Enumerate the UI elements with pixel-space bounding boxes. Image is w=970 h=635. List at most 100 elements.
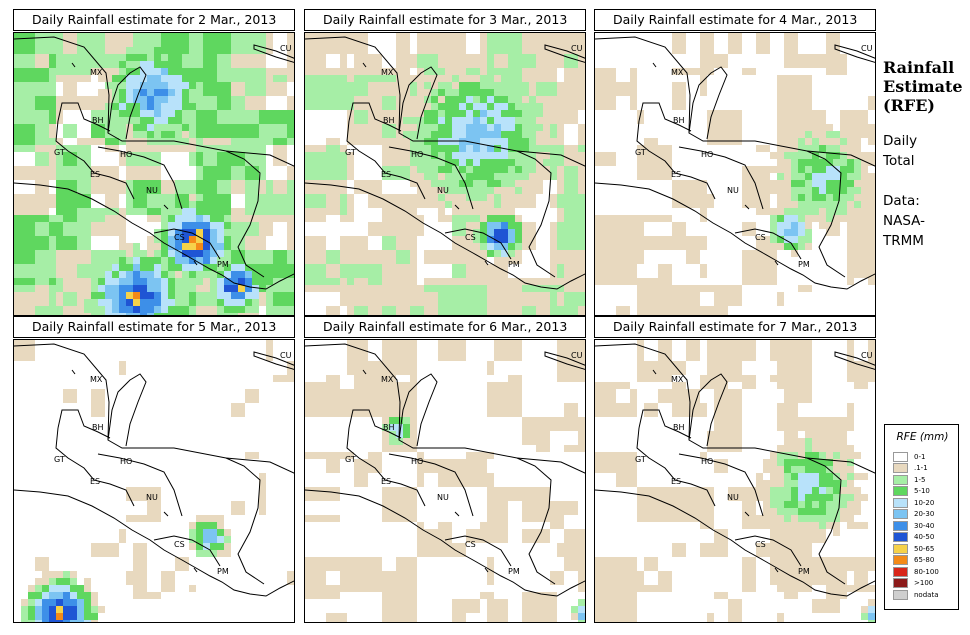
country-label: GT (54, 148, 65, 157)
legend-label: 65-80 (914, 556, 935, 564)
legend-item: nodata (893, 589, 939, 600)
side-title-line: (RFE) (883, 96, 935, 115)
legend-swatch (893, 520, 908, 531)
rainfall-map: MX CU BH GT HO ES NU CS PM (13, 32, 295, 316)
source-line: TRMM (883, 233, 924, 249)
rainfall-grid (305, 340, 585, 622)
legend-swatch (893, 578, 908, 588)
panel-title: Daily Rainfall estimate for 3 Mar., 2013 (304, 9, 586, 31)
country-label: ES (90, 477, 100, 486)
rainfall-map: MX CU BH GT HO ES NU CS PM (13, 339, 295, 623)
legend-label: 20-30 (914, 510, 935, 518)
legend-label: 0-1 (914, 452, 926, 461)
legend-item: 65-80 (893, 555, 934, 566)
country-label: ES (381, 477, 391, 486)
country-label: ES (671, 170, 681, 179)
legend-label: 40-50 (914, 533, 935, 541)
map-panel: Daily Rainfall estimate for 3 Mar., 2013… (304, 9, 586, 316)
country-label: CU (571, 44, 583, 53)
country-label: PM (508, 567, 520, 576)
legend-label: 5-10 (914, 487, 930, 495)
rainfall-map: MX CU BH GT HO ES NU CS PM (594, 339, 876, 623)
country-label: CS (465, 540, 476, 549)
rainfall-map: MX CU BH GT HO ES NU CS PM (304, 32, 586, 316)
legend-item: 0-1 (893, 451, 925, 462)
country-label: GT (635, 455, 646, 464)
map-panel: Daily Rainfall estimate for 2 Mar., 2013… (13, 9, 295, 316)
country-label: ES (381, 170, 391, 179)
legend-label: 30-40 (914, 521, 935, 530)
legend-swatch (893, 486, 908, 496)
legend-label: 50-65 (914, 544, 935, 553)
source-line: Data: (883, 193, 920, 209)
legend-item: >100 (893, 578, 933, 589)
rainfall-grid (14, 33, 294, 315)
panel-title: Daily Rainfall estimate for 6 Mar., 2013 (304, 316, 586, 338)
legend-swatch (893, 463, 908, 473)
legend-label: 1-5 (914, 475, 926, 484)
country-borders (595, 343, 875, 597)
map-panel: Daily Rainfall estimate for 6 Mar., 2013… (304, 316, 586, 623)
country-label: ES (671, 477, 681, 486)
country-label: MX (671, 375, 684, 384)
country-label: BH (383, 116, 395, 125)
country-label: PM (217, 567, 229, 576)
legend: RFE (mm) 0-1 .1-1 1-5 5-10 10-20 20-30 30-40 40… (884, 424, 959, 610)
country-label: NU (727, 186, 739, 195)
legend-title: RFE (mm) (896, 431, 949, 443)
country-label: NU (437, 186, 449, 195)
country-label: CU (280, 351, 292, 360)
map-panel: Daily Rainfall estimate for 7 Mar., 2013… (594, 316, 876, 623)
country-label: CS (755, 540, 766, 549)
country-label: CU (280, 44, 292, 53)
country-label: PM (217, 260, 229, 269)
rainfall-map-graphic: MX CU BH GT HO ES NU CS PM (595, 33, 875, 315)
country-borders (14, 36, 294, 290)
rainfall-map-graphic: MX CU BH GT HO ES NU CS PM (305, 33, 585, 315)
country-label: MX (90, 68, 103, 77)
legend-item: 10-20 (893, 497, 934, 508)
legend-item: 30-40 (893, 520, 934, 531)
panel-title: Daily Rainfall estimate for 5 Mar., 2013 (13, 316, 295, 338)
country-label: CS (174, 233, 185, 242)
country-label: CU (861, 351, 873, 360)
legend-label: nodata (914, 590, 939, 599)
country-label: MX (671, 68, 684, 77)
legend-swatch (893, 543, 908, 554)
country-label: CS (174, 540, 185, 549)
legend-label: >100 (914, 579, 934, 587)
legend-item: 20-30 (893, 509, 934, 520)
country-label: BH (673, 116, 685, 125)
period-text: Daily Total (883, 131, 968, 171)
country-label: CU (861, 44, 873, 53)
legend-item: 50-65 (893, 543, 934, 554)
country-label: GT (635, 148, 646, 157)
country-label: PM (798, 260, 810, 269)
country-label: BH (383, 423, 395, 432)
legend-label: 80-100 (914, 567, 939, 576)
legend-swatch (893, 474, 908, 485)
country-label: GT (54, 455, 65, 464)
legend-swatch (893, 589, 908, 600)
country-label: HO (411, 457, 423, 466)
legend-swatch (893, 566, 908, 577)
country-label: HO (701, 150, 713, 159)
country-label: HO (701, 457, 713, 466)
period-line: Total (883, 153, 915, 169)
country-label: BH (92, 423, 104, 432)
legend-item: 5-10 (893, 486, 930, 497)
country-label: HO (120, 150, 132, 159)
legend-label: 10-20 (914, 498, 935, 507)
rainfall-map: MX CU BH GT HO ES NU CS PM (594, 32, 876, 316)
country-label: ES (90, 170, 100, 179)
legend-item: 1-5 (893, 474, 925, 485)
period-line: Daily (883, 133, 918, 149)
rainfall-grid (14, 340, 294, 622)
rainfall-map-graphic: MX CU BH GT HO ES NU CS PM (14, 33, 294, 315)
country-label: HO (411, 150, 423, 159)
country-label: GT (345, 455, 356, 464)
rainfall-grid (595, 33, 875, 315)
country-label: CS (465, 233, 476, 242)
legend-label: .1-1 (914, 464, 928, 472)
source-line: NASA- (883, 213, 925, 229)
